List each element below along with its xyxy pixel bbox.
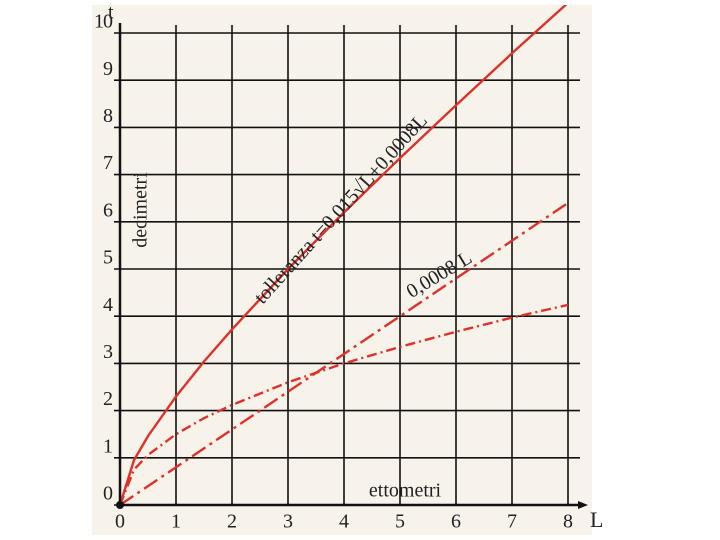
- y-tick-label: 3: [103, 341, 113, 363]
- y-tick-label: 0: [103, 483, 113, 505]
- series-line: [118, 5, 568, 506]
- y-tick-label: 5: [103, 247, 113, 269]
- origin-dot: [116, 501, 124, 509]
- x-tick-label: 2: [227, 511, 237, 533]
- y-tick-label: 1: [103, 435, 112, 457]
- x-tick-label: 5: [395, 511, 405, 533]
- y-tick-label: 10: [94, 11, 113, 33]
- y-tick-label: 2: [103, 388, 112, 410]
- x-tick-label: 4: [339, 511, 349, 533]
- x-tick-label: 6: [451, 511, 461, 533]
- series-line: [119, 201, 569, 506]
- x-tick-label: 8: [563, 511, 573, 533]
- x-tick-label: 7: [507, 511, 517, 533]
- x-axis-name: L: [590, 507, 603, 532]
- grid: [114, 25, 580, 506]
- series-line: [118, 303, 569, 506]
- y-tick-label: 7: [103, 152, 113, 174]
- x-axis-arrowhead: [578, 501, 588, 509]
- y-tick-label: 8: [103, 105, 113, 127]
- y-axis-name: t: [108, 2, 114, 24]
- x-tick-label: 1: [171, 511, 181, 533]
- paper: [92, 5, 592, 535]
- x-tick-label: 0: [115, 511, 125, 533]
- plot-lines: [118, 5, 569, 506]
- x-axis-label: ettometri: [369, 480, 442, 502]
- x-tick-label: 3: [283, 511, 293, 533]
- y-tick-label: 6: [103, 199, 113, 221]
- y-tick-label: 4: [103, 294, 113, 316]
- y-axis-label: decimetri: [130, 172, 152, 248]
- y-tick-label: 9: [103, 58, 113, 80]
